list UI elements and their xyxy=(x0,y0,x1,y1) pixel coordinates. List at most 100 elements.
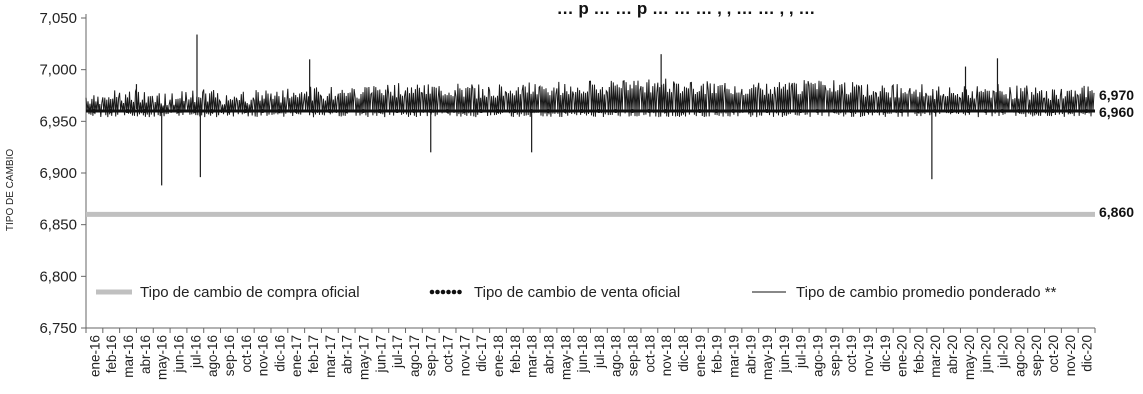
series-venta-oficial-point xyxy=(596,109,601,113)
y-tick-label: 6,800 xyxy=(39,268,77,285)
series-venta-oficial-point xyxy=(765,109,770,113)
y-tick-label: 7,050 xyxy=(39,10,77,27)
series-venta-oficial-point xyxy=(311,109,316,113)
series-venta-oficial-point xyxy=(630,109,635,113)
y-tick-label: 7,000 xyxy=(39,62,77,79)
legend-label-compra: Tipo de cambio de compra oficial xyxy=(140,284,360,301)
series-venta-oficial-point xyxy=(1000,109,1005,113)
x-tick-label: may-18 xyxy=(558,335,573,380)
series-venta-oficial-point xyxy=(731,109,736,113)
y-tick-label: 6,950 xyxy=(39,113,77,130)
x-tick-label: jul-19 xyxy=(794,335,809,369)
series-venta-oficial-point xyxy=(613,109,618,113)
series-venta-oficial-point xyxy=(832,109,837,113)
x-tick-label: mar-16 xyxy=(121,335,136,378)
x-tick-label: ene-20 xyxy=(895,335,910,377)
x-tick-label: sep-20 xyxy=(1029,335,1044,376)
series-venta-oficial-point xyxy=(865,109,870,113)
series-venta-oficial-point xyxy=(933,109,938,113)
series-venta-oficial-point xyxy=(714,109,719,113)
series-venta-oficial-point xyxy=(680,109,685,113)
x-tick-label: oct-18 xyxy=(642,335,657,373)
series-venta-oficial-point xyxy=(849,109,854,113)
series-venta-oficial-point xyxy=(277,109,282,113)
series-layer xyxy=(85,34,1095,217)
x-axis: ene-16 feb-16 mar-16 abr-16 may-16 jun-16 jul-… xyxy=(85,327,1096,380)
x-tick-label: sep-16 xyxy=(222,335,237,376)
x-tick-label: jun-17 xyxy=(373,335,388,374)
chart-title: … p … … p … … … , , … … , , … xyxy=(557,0,816,18)
series-venta-oficial-point xyxy=(1034,109,1039,113)
x-tick-label: mar-18 xyxy=(525,335,540,378)
x-tick-label: feb-16 xyxy=(104,335,119,373)
x-tick-label: oct-20 xyxy=(1046,335,1061,373)
x-tick-label: jun-20 xyxy=(979,335,994,374)
legend-swatch-venta-dot xyxy=(429,289,435,295)
x-tick-label: oct-19 xyxy=(844,335,859,373)
series-venta-oficial-point xyxy=(529,109,534,113)
x-tick-label: jun-19 xyxy=(777,335,792,374)
x-tick-label: feb-20 xyxy=(911,335,926,373)
x-tick-label: abr-19 xyxy=(743,335,758,374)
series-venta-oficial-point xyxy=(950,109,955,113)
x-tick-label: mar-20 xyxy=(928,335,943,378)
series-venta-oficial-point xyxy=(395,109,400,113)
series-venta-oficial-point xyxy=(344,109,349,113)
series-promedio-ponderado-line xyxy=(85,78,1095,118)
x-tick-label: may-16 xyxy=(155,335,170,380)
legend-label-promedio: Tipo de cambio promedio ponderado ** xyxy=(796,284,1057,301)
x-tick-label: feb-18 xyxy=(508,335,523,373)
series-venta-oficial-point xyxy=(260,109,265,113)
series-venta-oficial-point xyxy=(916,109,921,113)
end-label-compra: 6,860 xyxy=(1099,204,1134,220)
series-venta-oficial-point xyxy=(411,109,416,113)
series-venta-oficial-point xyxy=(176,109,181,113)
series-venta-oficial-point xyxy=(142,109,147,113)
legend-swatch-venta-dot xyxy=(451,289,457,295)
y-axis-label: TIPO DE CAMBIO xyxy=(5,149,16,231)
series-venta-oficial-point xyxy=(1017,109,1022,113)
legend-swatch-venta-dot xyxy=(457,289,462,295)
series-venta-oficial-point xyxy=(496,109,501,113)
x-tick-label: dic-18 xyxy=(676,335,691,372)
legend-swatch-venta-dot xyxy=(435,289,440,295)
y-tick-label: 6,900 xyxy=(39,165,77,182)
y-tick-label: 6,750 xyxy=(39,320,77,337)
series-venta-oficial-point xyxy=(243,109,248,113)
x-tick-label: dic-17 xyxy=(474,335,489,372)
series-venta-oficial-point xyxy=(92,109,97,113)
x-tick-label: dic-20 xyxy=(1080,335,1095,372)
end-label-promedio: 6,970 xyxy=(1099,87,1134,103)
x-tick-label: nov-18 xyxy=(659,335,674,376)
series-venta-oficial-point xyxy=(899,109,904,113)
legend-swatch-venta-dot xyxy=(446,289,451,295)
x-tick-label: nov-20 xyxy=(1063,335,1078,376)
x-tick-label: oct-17 xyxy=(441,335,456,373)
series-venta-oficial-point xyxy=(697,109,702,113)
x-tick-label: oct-16 xyxy=(239,335,254,373)
x-tick-label: ago-16 xyxy=(205,335,220,377)
x-tick-label: dic-19 xyxy=(878,335,893,372)
series-venta-oficial-point xyxy=(966,109,971,113)
series-venta-oficial-point xyxy=(748,109,753,113)
series-venta-oficial-point xyxy=(580,109,585,113)
x-tick-label: jun-16 xyxy=(171,335,186,374)
x-tick-label: dic-16 xyxy=(272,335,287,372)
series-venta-oficial-point xyxy=(1050,109,1055,113)
x-tick-label: may-19 xyxy=(760,335,775,380)
series-venta-oficial-point xyxy=(815,109,820,113)
series-venta-oficial-point xyxy=(462,109,467,113)
x-tick-label: ago-17 xyxy=(407,335,422,377)
x-tick-label: ago-19 xyxy=(811,335,826,377)
series-venta-oficial-point xyxy=(798,109,803,113)
x-tick-label: nov-19 xyxy=(861,335,876,376)
x-tick-label: nov-17 xyxy=(457,335,472,376)
series-venta-oficial-point xyxy=(193,109,198,113)
series-venta-oficial-point xyxy=(327,109,332,113)
series-venta-oficial-point xyxy=(882,109,887,113)
series-venta-oficial-point xyxy=(1067,109,1072,113)
x-tick-label: feb-19 xyxy=(710,335,725,373)
series-venta-oficial-point xyxy=(546,109,551,113)
